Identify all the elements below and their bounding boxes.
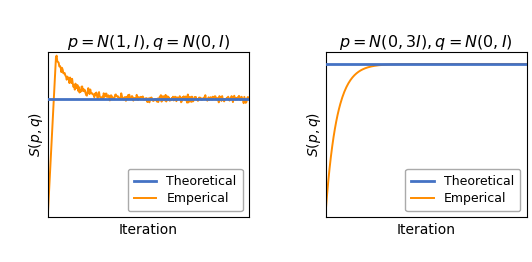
X-axis label: Iteration: Iteration (396, 223, 455, 237)
Emperical (442, 62, 448, 66)
Emperical (445, 62, 452, 66)
Legend: Theoretical, Emperical: Theoretical, Emperical (128, 169, 243, 211)
Emperical (169, 97, 175, 100)
Y-axis label: $S(p, q)$: $S(p, q)$ (27, 112, 45, 157)
Line: Emperical: Emperical (48, 56, 249, 214)
Theoretical (322, 62, 329, 66)
Title: $p = N(1, I), q = N(0, I)$: $p = N(1, I), q = N(0, I)$ (66, 33, 230, 52)
Theoretical (323, 62, 329, 66)
Emperical (164, 95, 171, 98)
Emperical (53, 54, 60, 57)
Emperical (45, 200, 52, 203)
Emperical (505, 62, 511, 66)
Emperical (228, 96, 234, 99)
Line: Emperical: Emperical (326, 64, 527, 214)
Emperical (523, 62, 530, 66)
Emperical (215, 97, 221, 100)
Theoretical (45, 97, 52, 100)
Emperical (323, 204, 329, 207)
Emperical (492, 62, 498, 66)
Y-axis label: $S(p, q)$: $S(p, q)$ (305, 112, 323, 157)
Legend: Theoretical, Emperical: Theoretical, Emperical (405, 169, 520, 211)
Emperical (322, 212, 329, 216)
Emperical (45, 212, 51, 216)
X-axis label: Iteration: Iteration (119, 223, 178, 237)
Theoretical (45, 97, 51, 100)
Emperical (246, 96, 252, 99)
Emperical (442, 62, 448, 66)
Emperical (165, 98, 171, 101)
Title: $p = N(0, 3I), q = N(0, I)$: $p = N(0, 3I), q = N(0, I)$ (339, 33, 513, 52)
